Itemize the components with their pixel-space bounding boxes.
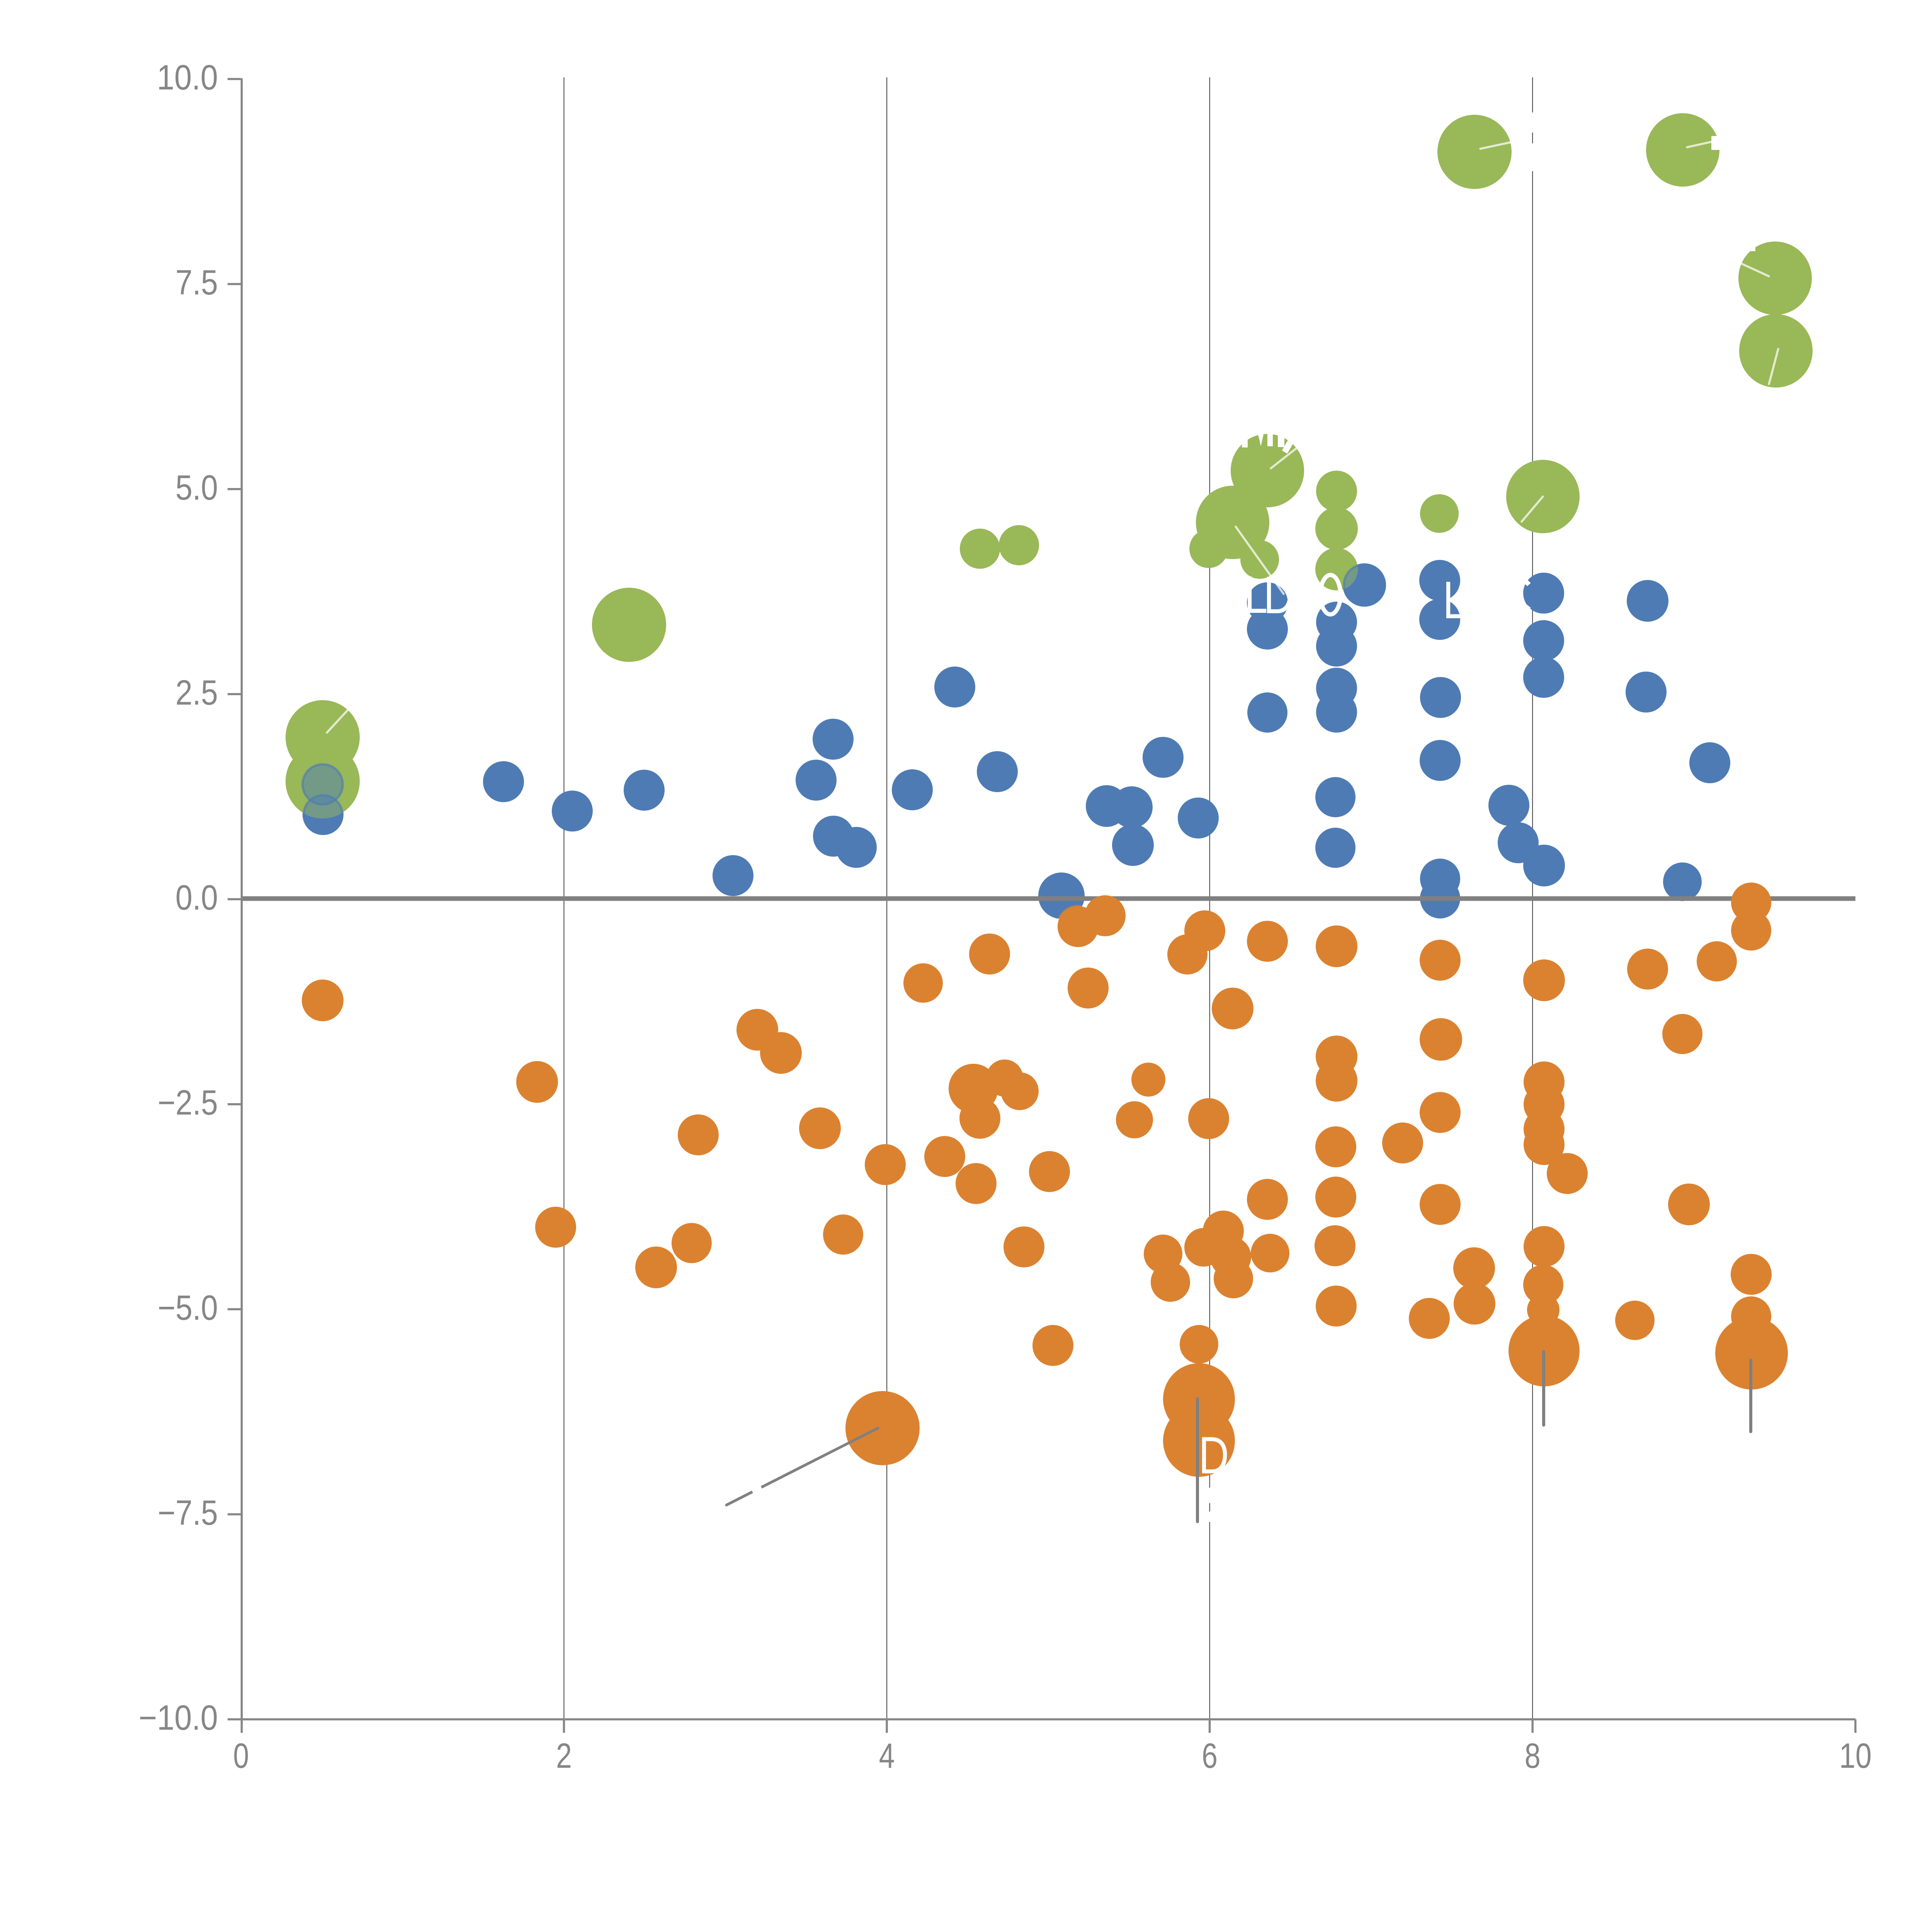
svg-text:10: 10	[1839, 1736, 1872, 1776]
svg-text:−7.5: −7.5	[158, 1493, 218, 1532]
svg-text:6: 6	[1202, 1736, 1218, 1776]
svg-text:2.5: 2.5	[175, 673, 218, 712]
svg-text:D: D	[1199, 1427, 1229, 1485]
svg-text:L: L	[1244, 565, 1268, 624]
svg-text:2: 2	[556, 1736, 572, 1776]
svg-text:4: 4	[879, 1736, 895, 1776]
svg-text:8: 8	[1525, 1736, 1541, 1776]
svg-text:−10.0: −10.0	[139, 1699, 218, 1738]
svg-text:5.0: 5.0	[175, 468, 218, 507]
svg-text:−5.0: −5.0	[158, 1288, 218, 1327]
svg-text:10.0: 10.0	[157, 58, 218, 97]
svg-text:L: L	[1443, 571, 1466, 629]
svg-text:7.5: 7.5	[175, 263, 218, 302]
svg-text:D: D	[1264, 566, 1294, 624]
svg-text:0.0: 0.0	[175, 878, 218, 917]
svg-text:0: 0	[233, 1736, 249, 1776]
svg-text:−2.5: −2.5	[158, 1083, 218, 1122]
